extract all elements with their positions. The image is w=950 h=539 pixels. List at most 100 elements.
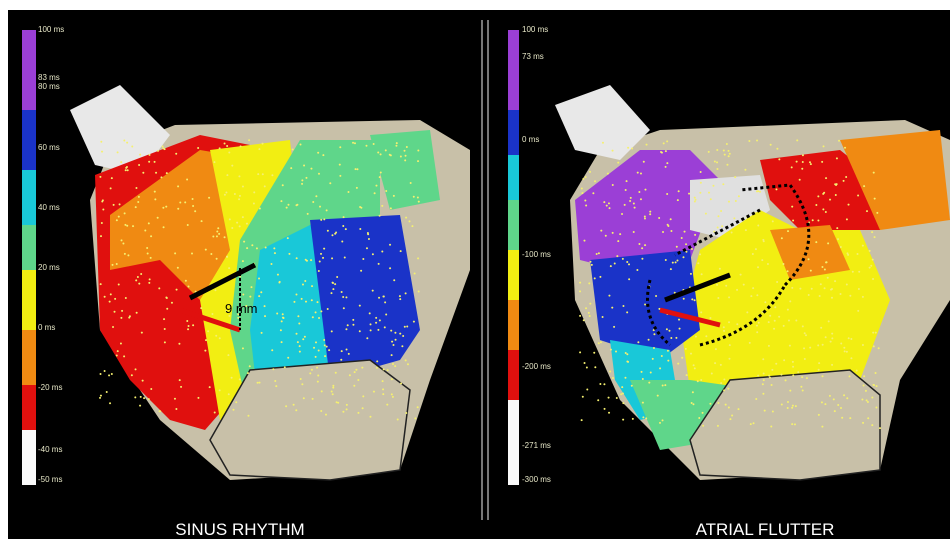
mapping-point	[345, 228, 347, 230]
mapping-point	[594, 277, 596, 279]
mapping-point	[818, 414, 820, 416]
mapping-point	[242, 186, 244, 188]
mapping-point	[123, 139, 125, 141]
scale-label: 0 ms	[38, 323, 55, 332]
mapping-point	[762, 239, 764, 241]
mapping-point	[697, 262, 699, 264]
mapping-point	[840, 342, 842, 344]
mapping-point	[395, 145, 397, 147]
mapping-point	[310, 259, 312, 261]
mapping-point	[761, 259, 763, 261]
mapping-point	[771, 369, 773, 371]
mapping-point	[131, 146, 133, 148]
mapping-point	[251, 244, 253, 246]
mapping-point	[332, 387, 334, 389]
mapping-point	[126, 142, 128, 144]
scale-label: -271 ms	[522, 441, 551, 450]
mapping-point	[834, 183, 836, 185]
mapping-point	[594, 180, 596, 182]
mapping-point	[250, 286, 252, 288]
mapping-point	[844, 147, 846, 149]
mapping-point	[783, 325, 785, 327]
mapping-point	[297, 341, 299, 343]
mapping-point	[659, 367, 661, 369]
mapping-point	[863, 185, 865, 187]
mapping-point	[628, 278, 630, 280]
mapping-point	[705, 335, 707, 337]
mapping-point	[315, 341, 317, 343]
mapping-point	[231, 377, 233, 379]
mapping-point	[239, 378, 241, 380]
mapping-point	[318, 349, 320, 351]
mapping-point	[655, 295, 657, 297]
mapping-point	[347, 191, 349, 193]
mapping-point	[264, 185, 266, 187]
mapping-point	[329, 182, 331, 184]
mapping-point	[378, 263, 380, 265]
mapping-point	[101, 222, 103, 224]
mapping-point	[165, 206, 167, 208]
mapping-point	[135, 368, 137, 370]
mapping-point	[124, 224, 126, 226]
mapping-point	[792, 361, 794, 363]
mapping-point	[319, 261, 321, 263]
mapping-point	[781, 237, 783, 239]
mapping-point	[836, 157, 838, 159]
mapping-point	[386, 404, 388, 406]
mapping-point	[328, 349, 330, 351]
mapping-point	[274, 252, 276, 254]
mapping-point	[242, 293, 244, 295]
mapping-point	[789, 300, 791, 302]
mapping-point	[581, 192, 583, 194]
mapping-point	[391, 341, 393, 343]
mapping-point	[866, 210, 868, 212]
mapping-point	[187, 286, 189, 288]
mapping-point	[382, 380, 384, 382]
divider	[481, 20, 483, 520]
mapping-point	[702, 412, 704, 414]
mapping-point	[774, 320, 776, 322]
mapping-point	[205, 249, 207, 251]
mapping-point	[317, 152, 319, 154]
mapping-point	[177, 267, 179, 269]
mapping-point	[665, 259, 667, 261]
mapping-point	[773, 328, 775, 330]
mapping-point	[804, 332, 806, 334]
mapping-point	[717, 425, 719, 427]
mapping-point	[778, 316, 780, 318]
mapping-point	[875, 332, 877, 334]
mapping-point	[307, 213, 309, 215]
mapping-point	[229, 218, 231, 220]
mapping-point	[406, 326, 408, 328]
mapping-point	[809, 347, 811, 349]
mapping-point	[285, 405, 287, 407]
mapping-point	[831, 333, 833, 335]
mapping-point	[791, 166, 793, 168]
mapping-point	[301, 183, 303, 185]
mapping-point	[762, 383, 764, 385]
mapping-point	[259, 208, 261, 210]
mapping-point	[309, 372, 311, 374]
mapping-point	[100, 373, 102, 375]
mapping-point	[728, 321, 730, 323]
mapping-point	[362, 395, 364, 397]
mapping-point	[392, 396, 394, 398]
mapping-point	[111, 373, 113, 375]
mapping-point	[148, 398, 150, 400]
mapping-point	[111, 177, 113, 179]
mapping-point	[792, 405, 794, 407]
mapping-point	[187, 224, 189, 226]
mapping-point	[316, 367, 318, 369]
mapping-point	[410, 182, 412, 184]
mapping-point	[109, 402, 111, 404]
mapping-point	[646, 144, 648, 146]
scale-label: 83 ms	[38, 73, 60, 82]
mapping-point	[803, 347, 805, 349]
mapping-point	[379, 215, 381, 217]
mapping-point	[121, 310, 123, 312]
mapping-point	[116, 263, 118, 265]
mapping-point	[225, 192, 227, 194]
mapping-point	[212, 235, 214, 237]
mapping-point	[699, 192, 701, 194]
mapping-point	[265, 246, 267, 248]
